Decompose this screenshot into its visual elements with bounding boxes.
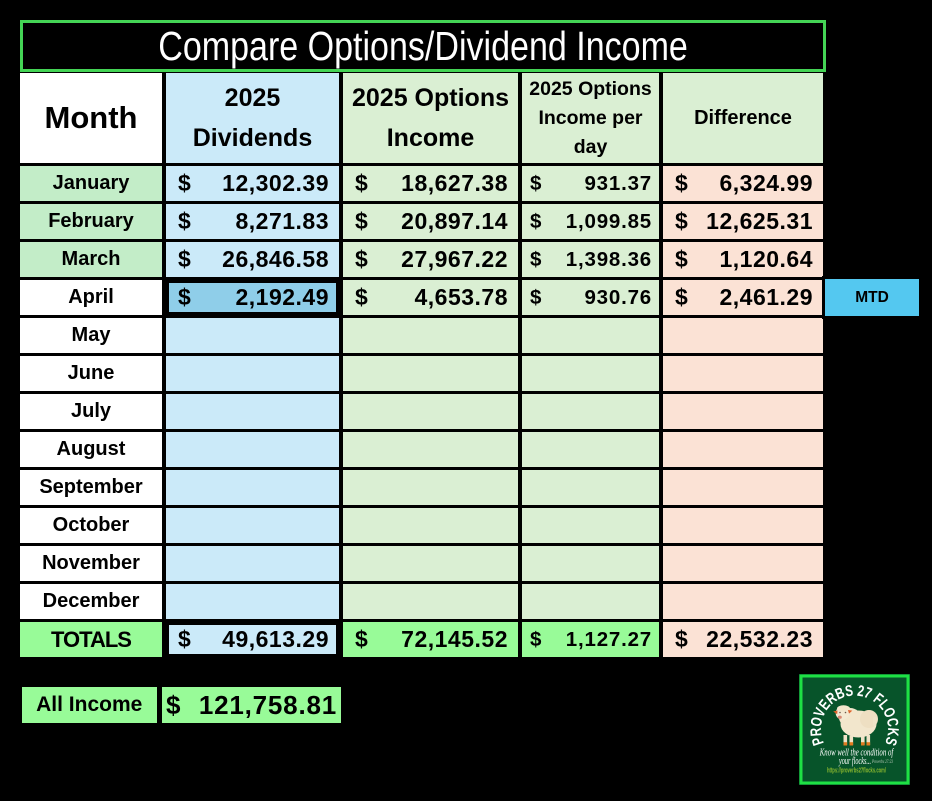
svg-text:your flocks...: your flocks...: [838, 756, 871, 767]
svg-text:https://proverbs27flocks.com/: https://proverbs27flocks.com/: [827, 768, 886, 775]
svg-text:Proverbs 27:23: Proverbs 27:23: [871, 760, 893, 765]
svg-text:Know well the condition of: Know well the condition of: [819, 748, 894, 759]
